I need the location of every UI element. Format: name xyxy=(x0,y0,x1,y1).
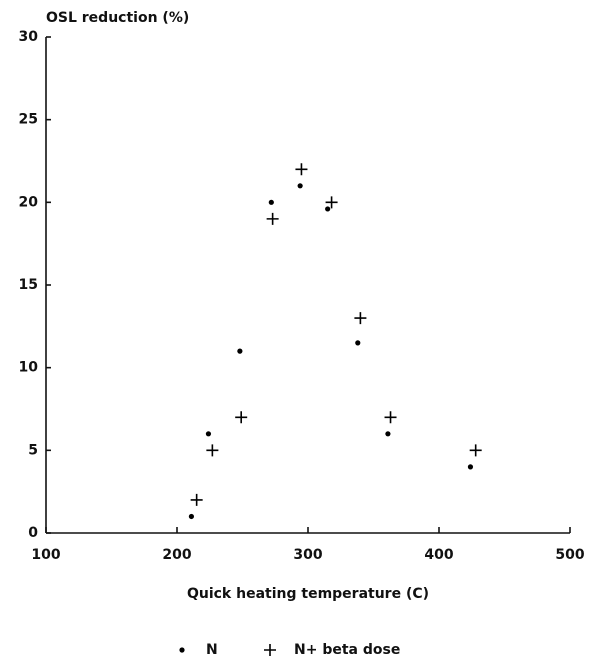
point xyxy=(268,199,274,205)
point xyxy=(467,464,474,470)
point xyxy=(205,431,212,437)
legend-label: N xyxy=(206,642,218,658)
point xyxy=(325,206,331,212)
y-tick-label: 10 xyxy=(19,360,39,376)
point xyxy=(235,411,248,424)
point xyxy=(384,411,397,424)
point xyxy=(295,163,308,176)
point xyxy=(469,444,482,457)
y-tick-label: 15 xyxy=(19,277,38,293)
y-tick-label: 0 xyxy=(28,525,38,541)
x-tick-label: 500 xyxy=(555,547,584,563)
y-tick-label: 5 xyxy=(28,442,38,458)
point xyxy=(206,444,219,457)
legend-label: N+ beta dose xyxy=(294,642,400,658)
point xyxy=(325,196,338,209)
y-tick-label: 20 xyxy=(19,194,39,210)
point xyxy=(354,312,367,325)
point xyxy=(188,513,195,520)
y-axis-label: OSL reduction (%) xyxy=(46,10,189,26)
y-tick-label: 30 xyxy=(19,29,39,45)
point xyxy=(237,348,243,354)
point xyxy=(297,183,303,189)
point xyxy=(355,340,361,346)
legend-marker xyxy=(264,644,276,656)
point xyxy=(266,212,279,225)
x-axis-label: Quick heating temperature (C) xyxy=(187,586,429,602)
y-tick-label: 25 xyxy=(19,112,38,128)
legend-marker xyxy=(179,647,185,653)
x-tick-label: 200 xyxy=(162,547,191,563)
x-tick-label: 400 xyxy=(424,547,453,563)
point xyxy=(385,431,391,437)
x-tick-label: 300 xyxy=(293,547,322,563)
x-tick-label: 100 xyxy=(31,547,60,563)
point xyxy=(190,493,203,506)
